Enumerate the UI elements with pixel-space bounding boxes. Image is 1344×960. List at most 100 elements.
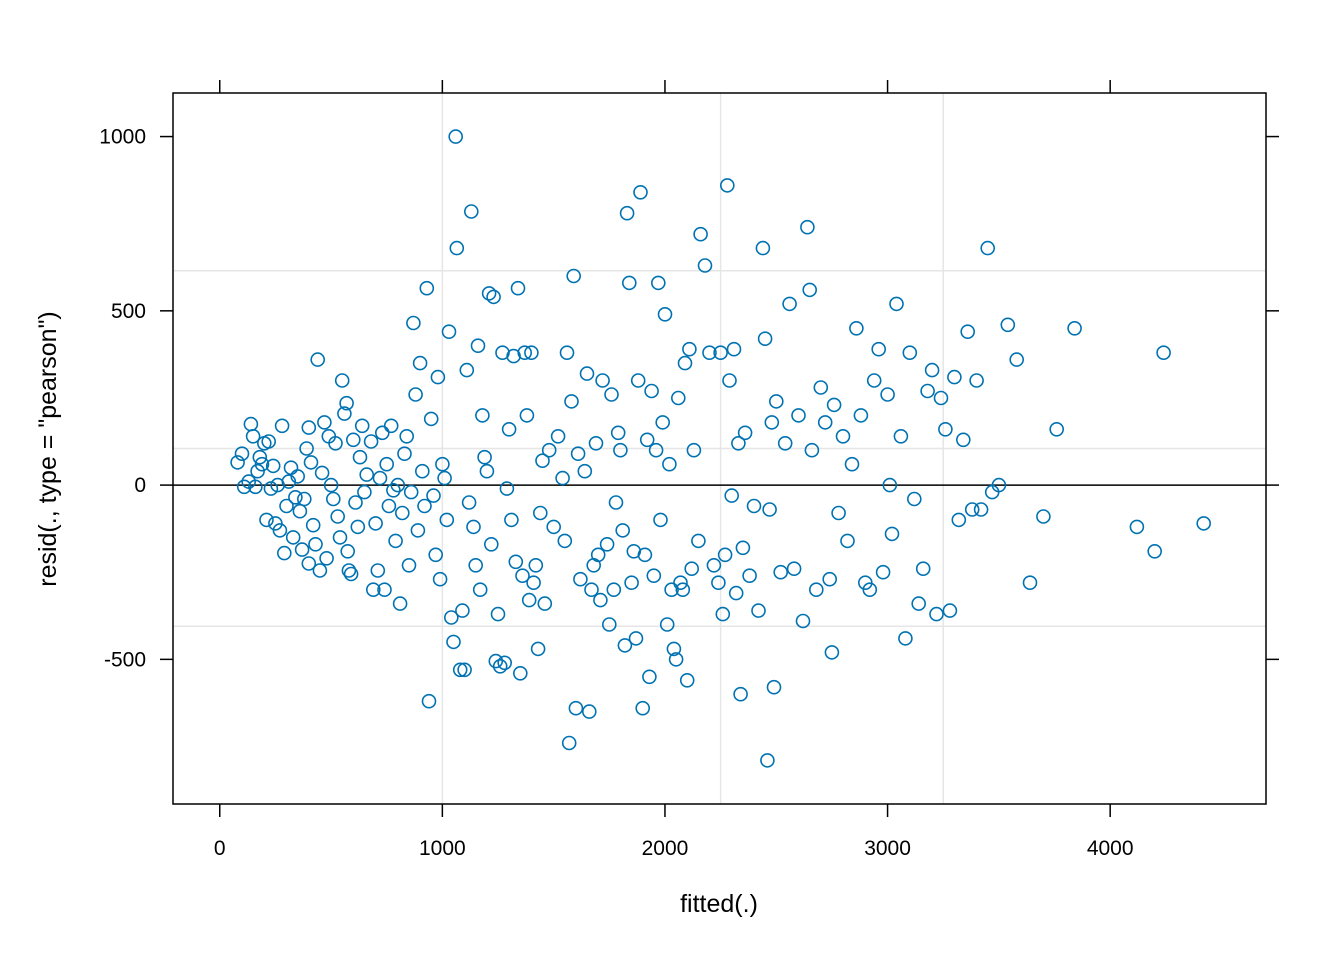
data-point [332,530,348,545]
data-point [808,582,824,598]
data-point [840,533,855,549]
data-point [403,484,419,500]
data-point [635,700,651,716]
data-point [419,280,435,296]
y-tick-label: -500 [104,648,146,671]
data-point [588,435,604,451]
data-point [486,289,501,305]
data-point [777,435,793,451]
data-point [947,369,962,385]
data-point [802,282,818,298]
data-point [448,129,464,144]
data-point [566,268,582,284]
data-point [340,543,356,559]
data-point [628,631,644,646]
data-point [276,545,292,561]
y-axis-label: resid(., type = "pearson") [34,311,62,587]
data-point [508,554,524,570]
data-point [354,418,370,434]
data-point [653,512,668,528]
data-point [470,338,486,354]
x-tick-label: 1000 [419,837,466,860]
data-point [624,575,639,591]
data-point [274,418,290,434]
data-point [261,434,277,449]
data-point [414,463,430,479]
data-point [817,415,833,430]
data-point [343,566,359,582]
data-point [737,425,753,441]
data-point [564,394,579,409]
data-point [929,606,944,622]
data-point [559,345,575,361]
data-point [795,613,811,629]
data-point [532,505,548,521]
data-point [980,240,996,256]
data-point [272,523,288,538]
data-point [835,428,851,444]
data-point [263,481,279,496]
data-point [991,477,1007,493]
data-point [472,582,488,598]
data-point [359,467,375,482]
data-point [339,395,354,411]
data-point [501,421,517,437]
data-point [938,421,953,437]
data-point [310,352,326,367]
data-point [893,428,909,444]
data-point [283,460,299,476]
data-point [312,563,328,578]
data-point [492,658,508,674]
data-point [452,662,468,678]
data-point [388,533,403,549]
data-point [1000,317,1016,333]
data-point [370,563,386,578]
data-point [880,387,895,402]
data-point [639,432,655,448]
data-point [437,470,452,486]
data-point [766,679,782,695]
data-point [499,481,515,496]
data-point [535,453,550,469]
data-points [230,129,1211,768]
data-point [911,596,927,611]
data-point [824,645,840,660]
data-point [1009,352,1025,367]
data-point [248,479,263,495]
axis-ticks: 0 1000 2000 3000 4000 -500 0 500 1000 [99,80,1279,860]
data-point [786,561,802,577]
data-point [648,442,664,458]
data-point [368,516,383,531]
data-point [644,383,659,399]
data-point [323,477,339,493]
data-point [449,240,465,256]
data-point [677,355,693,371]
data-point [399,428,415,444]
data-point [764,415,780,430]
data-point [512,665,528,681]
data-point [466,519,481,535]
data-point [236,479,252,495]
data-point [871,341,887,357]
data-point [348,495,363,510]
data-point [443,610,459,625]
data-point [706,557,722,573]
data-point [682,341,697,357]
data-point [441,324,457,340]
data-point [717,547,733,563]
data-point [337,406,352,421]
data-point [960,324,976,340]
data-point [1049,421,1064,437]
plot-frame [172,92,1267,805]
data-point [593,592,608,608]
data-point [504,512,519,528]
data-point [299,441,314,456]
data-point [457,662,472,678]
data-point [392,596,408,611]
data-point [722,373,737,388]
data-point [352,449,368,465]
data-point [345,432,361,448]
data-point [679,672,695,688]
data-point [490,606,506,622]
